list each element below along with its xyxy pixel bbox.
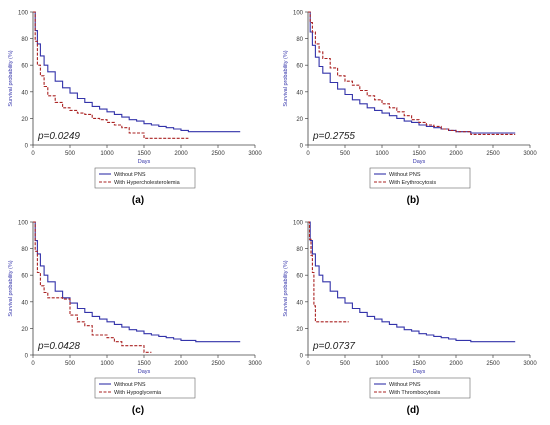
x-tick-label: 2500 xyxy=(486,361,500,367)
series-without-line xyxy=(308,221,516,343)
x-tick-label: 0 xyxy=(31,151,35,157)
panel-a: 0 20 40 60 80 100 0 500 1000 1500 2000 2500 3000 Days… xyxy=(0,0,275,210)
y-tick-label: 100 xyxy=(18,221,29,227)
y-tick-label: 0 xyxy=(300,144,304,150)
x-tick-label: 0 xyxy=(306,151,310,157)
panel-c: 0 20 40 60 80 100 0 500 1000 1500 2000 2500 3000 Days… xyxy=(0,210,275,421)
y-axis-title: Survival probability (%) xyxy=(8,260,14,316)
y-axis-title: Survival probability (%) xyxy=(283,50,289,106)
panel-d: 0 20 40 60 80 100 0 500 1000 1500 2000 2500 3000 Days… xyxy=(275,210,550,421)
y-tick-label: 80 xyxy=(296,247,303,253)
x-tick-label: 500 xyxy=(340,151,351,157)
x-tick-label: 1000 xyxy=(375,361,389,367)
y-tick-label: 60 xyxy=(296,274,303,280)
x-axis-title: Days xyxy=(413,369,426,375)
x-tick-label: 0 xyxy=(306,361,310,367)
y-axis-title: Survival probability (%) xyxy=(283,260,289,316)
series-without-line xyxy=(308,11,516,134)
panel-label: (a) xyxy=(132,195,144,206)
panel-b: 0 20 40 60 80 100 0 500 1000 1500 2000 2500 3000 Days… xyxy=(275,0,550,210)
x-tick-label: 1500 xyxy=(137,361,151,367)
y-tick-label: 40 xyxy=(296,300,303,306)
y-tick-label: 40 xyxy=(21,90,28,96)
y-tick-label: 20 xyxy=(296,327,303,333)
legend-label-without: Without PNS xyxy=(114,172,146,178)
series-with-line xyxy=(33,11,189,139)
y-tick-label: 20 xyxy=(21,117,28,123)
y-axis-title: Survival probability (%) xyxy=(8,50,14,106)
x-axis-title: Days xyxy=(413,159,426,165)
x-tick-label: 500 xyxy=(65,361,76,367)
series-without-line xyxy=(33,221,241,343)
y-tick-label: 0 xyxy=(300,354,304,360)
x-tick-label: 1000 xyxy=(100,151,114,157)
p-value: p=0.0249 xyxy=(37,131,80,142)
y-tick-label: 60 xyxy=(296,64,303,70)
y-tick-label: 100 xyxy=(293,11,304,17)
x-tick-label: 1500 xyxy=(137,151,151,157)
p-value: p=0.2755 xyxy=(312,131,355,142)
x-tick-label: 0 xyxy=(31,361,35,367)
legend-box xyxy=(94,377,196,399)
y-tick-label: 20 xyxy=(21,327,28,333)
legend-box xyxy=(369,377,471,399)
x-tick-label: 3000 xyxy=(248,361,262,367)
p-value: p=0.0737 xyxy=(312,341,355,352)
y-tick-label: 100 xyxy=(293,221,304,227)
x-tick-label: 1500 xyxy=(412,151,426,157)
x-tick-label: 3000 xyxy=(523,151,537,157)
p-value: p=0.0428 xyxy=(37,341,80,352)
x-tick-label: 2500 xyxy=(486,151,500,157)
legend-label-with: With Hypercholesterolemia xyxy=(114,180,181,186)
x-tick-label: 2000 xyxy=(449,361,463,367)
y-tick-label: 40 xyxy=(21,300,28,306)
series-without-line xyxy=(33,11,241,133)
legend-label-with: With Erythrocytosis xyxy=(389,180,436,186)
x-tick-label: 2000 xyxy=(449,151,463,157)
x-tick-label: 2500 xyxy=(211,361,225,367)
legend-label-with: With Thrombocytosis xyxy=(389,390,440,396)
x-tick-label: 500 xyxy=(65,151,76,157)
x-axis-title: Days xyxy=(138,159,151,165)
x-tick-label: 3000 xyxy=(523,361,537,367)
legend-label-without: Without PNS xyxy=(389,382,421,388)
x-tick-label: 1500 xyxy=(412,361,426,367)
legend-box xyxy=(94,167,196,189)
y-tick-label: 100 xyxy=(18,11,29,17)
y-tick-label: 0 xyxy=(25,144,29,150)
series-with-line xyxy=(308,221,349,323)
x-tick-label: 1000 xyxy=(375,151,389,157)
x-tick-label: 2000 xyxy=(174,361,188,367)
legend-label-without: Without PNS xyxy=(114,382,146,388)
x-tick-label: 2500 xyxy=(211,151,225,157)
x-axis-title: Days xyxy=(138,369,151,375)
x-tick-label: 500 xyxy=(340,361,351,367)
panel-label: (c) xyxy=(132,405,144,416)
legend-label-with: With Hypoglycemia xyxy=(114,390,162,396)
legend-box xyxy=(369,167,471,189)
panel-label: (b) xyxy=(407,195,420,206)
y-tick-label: 60 xyxy=(21,274,28,280)
y-tick-label: 0 xyxy=(25,354,29,360)
x-tick-label: 3000 xyxy=(248,151,262,157)
y-tick-label: 80 xyxy=(21,247,28,253)
panel-label: (d) xyxy=(407,405,420,416)
legend-label-without: Without PNS xyxy=(389,172,421,178)
x-tick-label: 2000 xyxy=(174,151,188,157)
y-tick-label: 40 xyxy=(296,90,303,96)
y-tick-label: 80 xyxy=(296,37,303,43)
y-tick-label: 60 xyxy=(21,64,28,70)
series-with-line xyxy=(33,221,152,353)
y-tick-label: 80 xyxy=(21,37,28,43)
series-with-line xyxy=(308,11,516,135)
y-tick-label: 20 xyxy=(296,117,303,123)
x-tick-label: 1000 xyxy=(100,361,114,367)
